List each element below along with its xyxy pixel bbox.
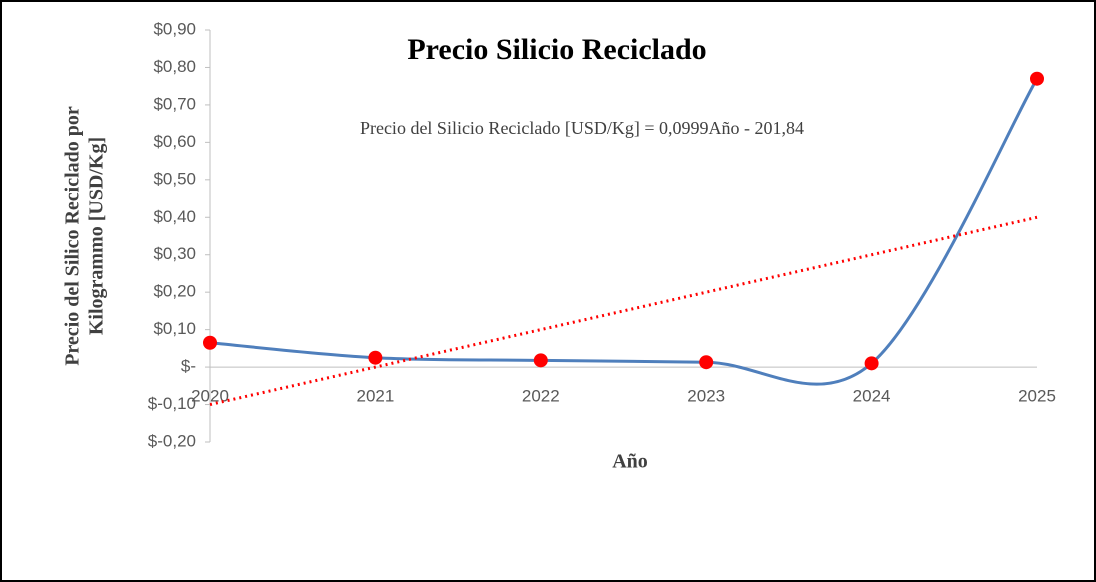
y-tick-label: $0,40 bbox=[153, 207, 196, 226]
y-tick-label: $0,30 bbox=[153, 244, 196, 263]
x-tick-label: 2023 bbox=[687, 387, 725, 406]
data-point bbox=[699, 355, 714, 370]
x-axis-title: Año bbox=[612, 451, 648, 473]
y-tick-label: $0,50 bbox=[153, 169, 196, 188]
x-tick-label: 2024 bbox=[853, 387, 891, 406]
y-tick-label: $-0,20 bbox=[148, 431, 196, 450]
data-point bbox=[864, 356, 879, 371]
y-tick-label: $0,80 bbox=[153, 57, 196, 76]
x-tick-label: 2020 bbox=[191, 387, 229, 406]
y-tick-label: $0,10 bbox=[153, 319, 196, 338]
data-point bbox=[203, 335, 217, 350]
data-point bbox=[1030, 71, 1044, 86]
y-tick-label: $- bbox=[181, 357, 196, 376]
y-axis-title-line: Kilogrammo [USD/Kg] bbox=[86, 137, 108, 335]
y-tick-label: $0,70 bbox=[153, 94, 196, 113]
x-tick-label: 2022 bbox=[522, 387, 560, 406]
y-axis-title: Precio del Silico Reciclado por Kilogram… bbox=[62, 106, 108, 366]
data-point bbox=[533, 353, 548, 368]
y-tick-label: $0,20 bbox=[153, 282, 196, 301]
y-tick-label: $0,90 bbox=[153, 19, 196, 38]
y-tick-label: $-0,10 bbox=[148, 394, 196, 413]
data-point bbox=[368, 350, 383, 365]
chart-title: Precio Silicio Reciclado bbox=[407, 33, 706, 66]
y-axis-title-line: Precio del Silico Reciclado por bbox=[62, 106, 84, 366]
y-tick-label: $0,60 bbox=[153, 132, 196, 151]
trend-equation: Precio del Silicio Reciclado [USD/Kg] = … bbox=[360, 118, 804, 138]
x-tick-label: 2021 bbox=[356, 387, 394, 406]
x-tick-label: 2025 bbox=[1018, 387, 1056, 406]
